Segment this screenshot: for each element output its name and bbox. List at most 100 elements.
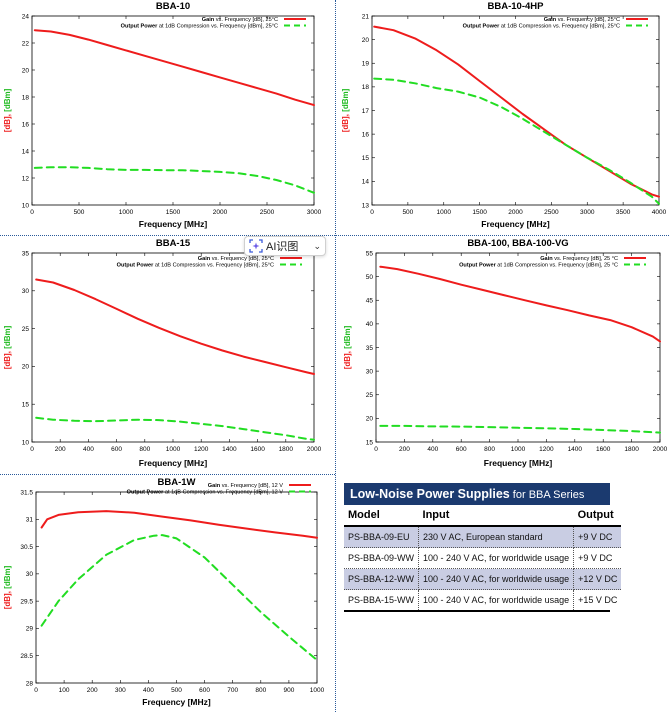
y-tick-label: 50 [366, 274, 374, 281]
legend-entry-rest: vs. Frequency [dB], 25°C [556, 17, 620, 23]
divider-vertical [335, 0, 336, 712]
chart-title: BBA-10-4HP [488, 1, 545, 12]
x-tick-label: 500 [171, 687, 182, 694]
legend-entry-rest: at 1dB Compression vs. Frequency [dBm], … [496, 263, 618, 269]
legend-entry-bold: Output Power [463, 24, 500, 30]
x-tick-label: 1000 [166, 446, 181, 453]
y-tick-label: 18 [362, 84, 370, 91]
y-axis-label-gain: [dB], [3, 114, 12, 132]
y-axis-label-power: [dBm] [3, 565, 12, 588]
series-line-gain [379, 265, 661, 343]
x-tick-label: 100 [59, 687, 70, 694]
x-tick-label: 1200 [194, 446, 209, 453]
y-tick-label: 19 [362, 61, 370, 68]
x-tick-label: 1500 [166, 209, 181, 216]
y-tick-label: 20 [362, 37, 370, 44]
ps-table-bottom-rule [344, 610, 610, 612]
x-tick-label: 2000 [213, 209, 228, 216]
legend-entry: Gain vs. Frequency [dB], 25 °C [540, 256, 618, 262]
y-axis-label-gain: [dB], [3, 351, 12, 369]
legend-entry-rest: at 1dB Compression vs. Frequency [dBm], … [157, 24, 278, 30]
x-tick-label: 2500 [544, 209, 559, 216]
y-tick-label: 30 [26, 571, 34, 578]
y-tick-label: 21 [362, 13, 370, 20]
x-tick-label: 400 [143, 687, 154, 694]
y-tick-label: 15 [362, 155, 370, 162]
series-line-gain [35, 278, 315, 375]
x-tick-label: 200 [399, 446, 410, 453]
x-tick-label: 500 [74, 209, 85, 216]
plot-frame [371, 15, 660, 206]
y-tick-label: 35 [22, 250, 30, 257]
x-axis-label: Frequency [MHz] [139, 219, 208, 229]
chart-bba10: BBA-10 0 500 1000 1500 2000 2500 3000 10 12 14 16 18… [0, 0, 335, 235]
legend-entry: Output Power at 1dB Compression vs. Freq… [117, 263, 274, 269]
y-tick-label: 24 [22, 13, 30, 20]
y-tick-label: 30.5 [20, 544, 33, 551]
y-tick-label: 29.5 [20, 598, 33, 605]
y-tick-label: 20 [22, 364, 30, 371]
legend-entry-rest: vs. Frequency [dB], 25°C [214, 17, 278, 23]
ps-input: 100 - 240 V AC, for worldwide usage [418, 589, 575, 610]
chart-title: BBA-1W [158, 477, 196, 488]
legend-entry: Gain vs. Frequency [dB], 25°C [202, 17, 278, 23]
legend-entry-bold: Output Power [127, 490, 164, 496]
ps-model: PS-BBA-09-WW [344, 547, 420, 569]
x-tick-label: 400 [427, 446, 438, 453]
ps-input: 230 V AC, European standard [418, 526, 575, 548]
y-tick-label: 10 [22, 439, 30, 446]
x-tick-label: 3000 [580, 209, 595, 216]
table-row: PS-BBA-15-WW 100 - 240 V AC, for worldwi… [344, 589, 621, 610]
x-tick-label: 600 [456, 446, 467, 453]
ps-input: 100 - 240 V AC, for worldwide usage [418, 568, 575, 590]
y-tick-label: 20 [22, 67, 30, 74]
y-tick-label: 15 [366, 439, 374, 446]
series-line-gain [33, 29, 315, 107]
y-tick-label: 35 [366, 345, 374, 352]
power-supplies-title: Low-Noise Power Supplies for BBA Series [344, 483, 610, 505]
y-tick-label: 10 [22, 202, 30, 209]
x-tick-label: 600 [199, 687, 210, 694]
y-tick-label: 12 [22, 175, 30, 182]
x-tick-label: 1000 [437, 209, 452, 216]
y-axis-label-power: [dBm] [3, 325, 12, 348]
x-tick-label: 2000 [307, 446, 322, 453]
chart-bba15-svg: BBA-15 0 200 400 600 800 1000 1200 1400 1600 1800 2… [3, 238, 322, 468]
table-row: PS-BBA-09-WW 100 - 240 V AC, for worldwi… [344, 547, 622, 569]
series-line-gain [373, 25, 660, 198]
y-tick-label: 30 [366, 368, 374, 375]
y-axis-label: [dB], [dBm] [3, 88, 12, 132]
chevron-down-icon[interactable]: ⌄ [313, 240, 321, 251]
x-tick-label: 200 [55, 446, 66, 453]
ps-input: 100 - 240 V AC, for worldwide usage [418, 547, 575, 569]
legend-entry: Output Power at 1dB Compression vs. Freq… [463, 24, 620, 30]
y-tick-label: 25 [22, 326, 30, 333]
power-supplies-title-bold: Low-Noise Power Supplies [350, 487, 510, 501]
chart-bba1w-svg: BBA-1W 0 100 200 300 400 500 600 700 800 900 1000 28… [3, 477, 325, 707]
y-axis-label: [dB], [dBm] [3, 565, 12, 609]
y-axis-label-gain: [dB], [3, 591, 12, 609]
x-tick-label: 0 [30, 446, 34, 453]
x-tick-label: 900 [283, 687, 294, 694]
legend-entry: Output Power at 1dB Compression vs. Freq… [121, 24, 278, 30]
x-axis-label: Frequency [MHz] [139, 458, 208, 468]
power-supplies-title-rest: for BBA Series [509, 489, 585, 501]
chart-bba1w: BBA-1W 0 100 200 300 400 500 600 700 800 900 1000 28… [0, 475, 335, 712]
x-tick-label: 3000 [307, 209, 322, 216]
legend-entry: Gain vs. Frequency [dB], 25°C [198, 256, 274, 262]
x-tick-label: 800 [484, 446, 495, 453]
ps-col-model: Model [344, 505, 419, 527]
legend-entry: Gain vs. Frequency [dB], 12 V [208, 483, 284, 489]
ps-output: +9 V DC [573, 547, 622, 569]
series-line-output-power [373, 77, 660, 205]
ai-recognize-widget[interactable]: AI识图 ⌄ [244, 236, 326, 256]
ps-model: PS-BBA-12-WW [344, 568, 420, 590]
x-tick-label: 3500 [616, 209, 631, 216]
plot-frame [31, 15, 315, 206]
x-axis-label: Frequency [MHz] [142, 697, 211, 707]
legend-entry-rest: at 1dB Compression vs. Frequency [dBm], … [499, 24, 620, 30]
y-tick-label: 14 [362, 179, 370, 186]
x-tick-label: 300 [115, 687, 126, 694]
series-line-output-power [33, 166, 315, 194]
plot-frame [375, 252, 661, 443]
